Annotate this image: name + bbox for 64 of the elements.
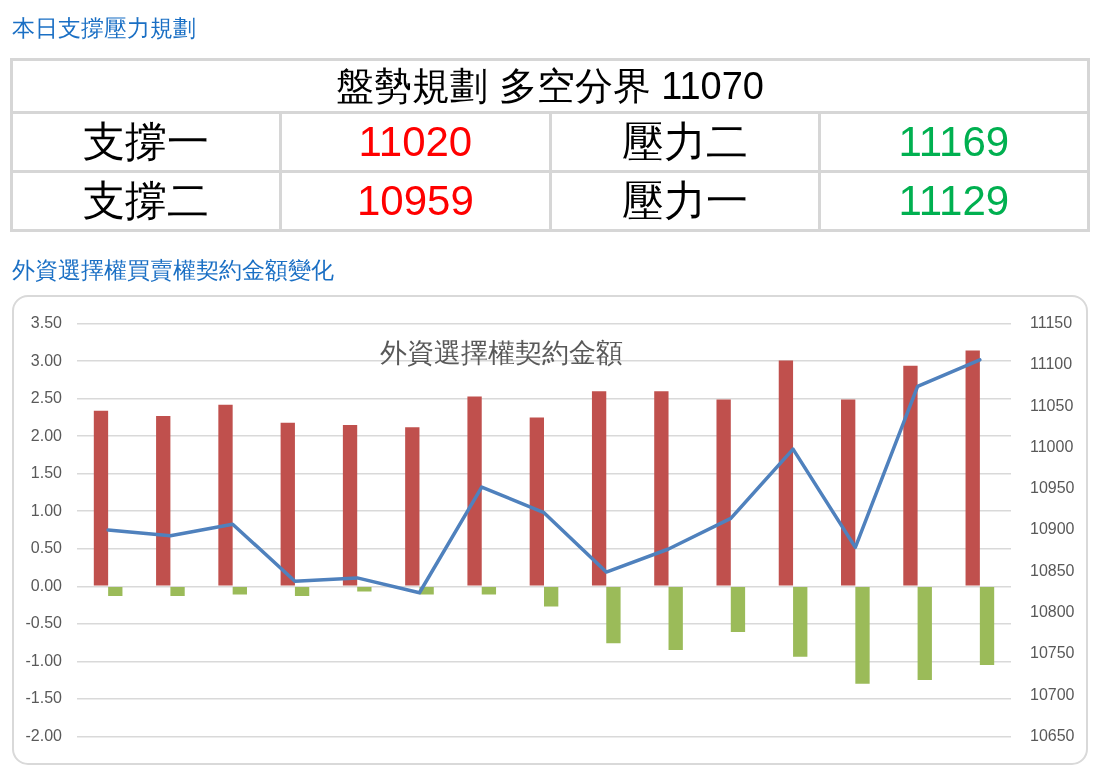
y-tick-label: 0.00 (30, 576, 63, 594)
text: 11129 (898, 177, 1010, 224)
bar (405, 427, 420, 586)
bar (529, 417, 544, 586)
y-tick-label: -1.50 (25, 689, 63, 707)
bar (965, 350, 980, 586)
text: 盤勢規劃 多空分界 11070 (11, 59, 1089, 113)
text: 支撐二 (83, 177, 210, 224)
bar (108, 587, 123, 597)
text: 壓力二 (621, 118, 748, 165)
y-tick-label: -0.50 (25, 614, 63, 632)
y-tick-label: 3.50 (30, 314, 63, 332)
bar (716, 399, 731, 586)
bar (606, 587, 621, 644)
y-tick-label: 2.00 (30, 426, 63, 444)
bar (467, 396, 482, 586)
y-tick-label: 3.00 (30, 351, 63, 369)
bar (294, 587, 310, 597)
bar (917, 587, 932, 681)
text: 支撐一 (83, 118, 210, 165)
y-tick-label: 0.50 (30, 539, 63, 557)
bar (232, 587, 247, 595)
bar (218, 404, 233, 586)
text: 本日支撐壓力規劃 (12, 14, 196, 42)
bar (654, 391, 669, 586)
bar (730, 587, 746, 633)
bar (979, 587, 995, 666)
text: 11169 (898, 118, 1010, 165)
bar (855, 587, 870, 684)
y2-tick-label: 10950 (1030, 479, 1075, 497)
y-tick-label: 1.00 (30, 501, 63, 519)
y2-tick-label: 11150 (1030, 314, 1073, 332)
chart-title: 外資選擇權買賣權契約金額變化 (12, 256, 334, 284)
bar (778, 360, 794, 586)
text: 壓力一 (621, 177, 748, 224)
y-tick-label: 2.50 (30, 389, 63, 407)
bar (841, 399, 856, 586)
y2-tick-label: 10800 (1030, 602, 1075, 620)
y-tick-label: -2.00 (25, 726, 63, 744)
y2-tick-label: 11050 (1030, 396, 1074, 414)
y2-tick-label: 11000 (1030, 437, 1074, 455)
y2-tick-label: 10650 (1030, 726, 1075, 744)
bar (793, 587, 808, 657)
y2-tick-label: 11100 (1030, 355, 1073, 373)
y2-tick-label: 10850 (1030, 561, 1075, 579)
text: 10959 (356, 177, 474, 224)
bar (93, 410, 109, 586)
text: 11020 (358, 118, 473, 165)
bar (591, 391, 607, 586)
y-tick-label: 1.50 (30, 464, 63, 482)
bar (481, 587, 497, 595)
y2-tick-label: 10700 (1030, 685, 1075, 703)
bar (357, 587, 372, 592)
bar (156, 415, 171, 586)
bar (544, 587, 559, 607)
y2-tick-label: 10750 (1030, 644, 1075, 662)
y-tick-label: -1.00 (25, 651, 63, 669)
text: 外資選擇權契約金額 (379, 338, 623, 368)
bar (342, 424, 358, 586)
bar (668, 587, 683, 651)
bar (170, 587, 185, 597)
y2-tick-label: 10900 (1030, 520, 1075, 538)
bar (903, 365, 918, 586)
bar (280, 422, 295, 586)
